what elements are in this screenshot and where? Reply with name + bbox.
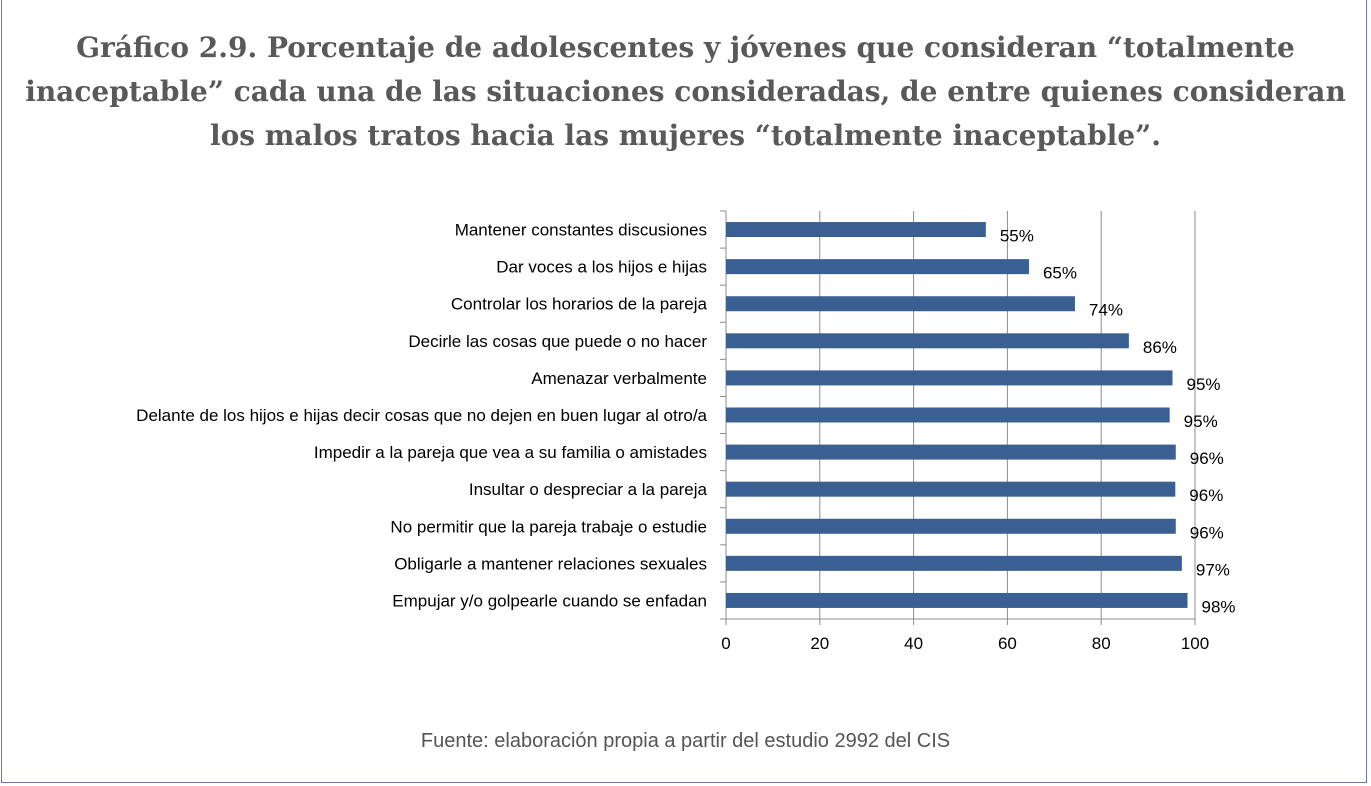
x-tick-label: 40 [904,634,923,653]
source-note: Fuente: elaboración propia a partir del … [420,730,951,752]
x-tick-label: 80 [1092,634,1111,653]
category-label: Controlar los horarios de la pareja [451,295,708,314]
x-tick-label: 20 [810,634,829,653]
category-label: Insultar o despreciar a la pareja [469,480,708,499]
data-label: 55% [1000,227,1034,246]
category-label: Decirle las cosas que puede o no hacer [408,332,707,351]
bar [726,333,1129,349]
category-label: Mantener constantes discusiones [455,221,707,240]
category-label: Dar voces a los hijos e hijas [496,258,707,277]
bar [726,407,1170,423]
x-tick-label: 0 [721,634,730,653]
category-label: No permitir que la pareja trabaje o estu… [390,517,707,536]
x-tick-label: 100 [1181,634,1209,653]
data-label: 97% [1196,560,1230,579]
data-label: 96% [1189,486,1223,505]
x-tick-label: 60 [998,634,1017,653]
data-label: 95% [1186,375,1220,394]
bar [726,259,1029,275]
category-label: Obligarle a mantener relaciones sexuales [394,554,707,573]
category-label: Delante de los hijos e hijas decir cosas… [136,406,707,425]
bar [726,296,1075,312]
bar [726,481,1176,497]
bar [726,555,1182,571]
data-label: 86% [1143,338,1177,357]
category-label: Impedir a la pareja que vea a su familia… [314,443,707,462]
data-label: 96% [1190,449,1224,468]
data-label: 96% [1190,523,1224,542]
data-label: 98% [1201,597,1235,616]
data-label: 74% [1089,301,1123,320]
chart-title: Gráfico 2.9. Porcentaje de adolescentes … [25,31,1346,152]
bar [726,592,1188,608]
category-label: Empujar y/o golpearle cuando se enfadan [392,591,707,610]
bar [726,444,1176,460]
category-label: Amenazar verbalmente [531,369,707,388]
data-label: 65% [1043,264,1077,283]
bar [726,370,1173,386]
data-label: 95% [1184,412,1218,431]
bar [726,222,986,238]
bar [726,518,1176,534]
